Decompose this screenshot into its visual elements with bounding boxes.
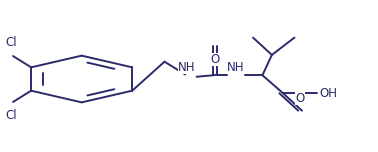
- Text: NH: NH: [178, 62, 196, 74]
- Text: NH: NH: [227, 62, 245, 74]
- Text: Cl: Cl: [5, 109, 17, 122]
- Text: OH: OH: [319, 87, 337, 100]
- Text: O: O: [211, 53, 220, 66]
- Text: Cl: Cl: [5, 36, 17, 49]
- Text: O: O: [296, 92, 305, 105]
